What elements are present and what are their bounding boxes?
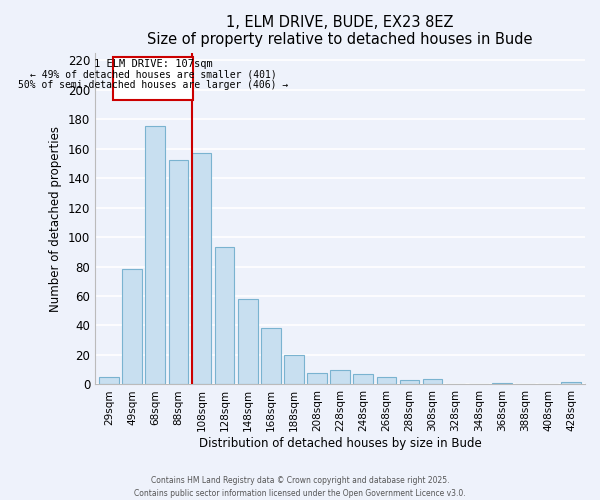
X-axis label: Distribution of detached houses by size in Bude: Distribution of detached houses by size …: [199, 437, 481, 450]
Bar: [99, 377, 119, 384]
Bar: [400, 380, 419, 384]
Bar: [377, 377, 396, 384]
Y-axis label: Number of detached properties: Number of detached properties: [49, 126, 62, 312]
Bar: [169, 160, 188, 384]
Text: 1 ELM DRIVE: 107sqm: 1 ELM DRIVE: 107sqm: [94, 58, 212, 68]
Text: Contains HM Land Registry data © Crown copyright and database right 2025.
Contai: Contains HM Land Registry data © Crown c…: [134, 476, 466, 498]
Bar: [330, 370, 350, 384]
Text: ← 49% of detached houses are smaller (401): ← 49% of detached houses are smaller (40…: [29, 70, 277, 80]
Bar: [307, 372, 327, 384]
FancyBboxPatch shape: [113, 57, 193, 100]
Text: 50% of semi-detached houses are larger (406) →: 50% of semi-detached houses are larger (…: [18, 80, 288, 90]
Bar: [261, 328, 281, 384]
Bar: [562, 382, 581, 384]
Bar: [284, 355, 304, 384]
Bar: [423, 378, 442, 384]
Bar: [191, 153, 211, 384]
Bar: [215, 248, 235, 384]
Bar: [353, 374, 373, 384]
Bar: [122, 270, 142, 384]
Bar: [238, 299, 257, 384]
Title: 1, ELM DRIVE, BUDE, EX23 8EZ
Size of property relative to detached houses in Bud: 1, ELM DRIVE, BUDE, EX23 8EZ Size of pro…: [148, 15, 533, 48]
Bar: [492, 383, 512, 384]
Bar: [145, 126, 165, 384]
